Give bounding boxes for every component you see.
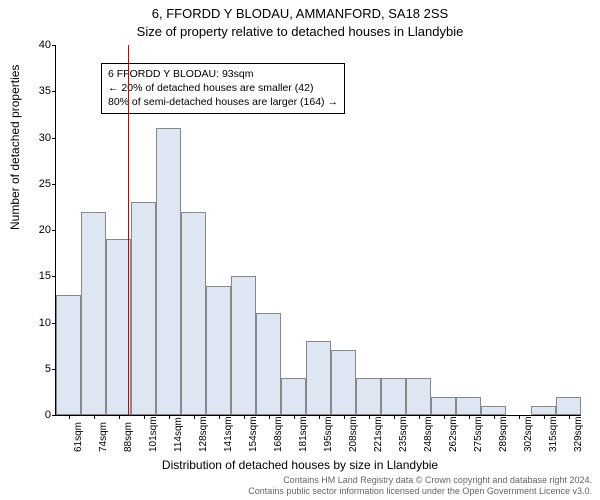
histogram-bar xyxy=(356,378,381,415)
y-tick-label: 40 xyxy=(26,39,51,51)
histogram-bar xyxy=(431,397,456,416)
y-tick-label: 5 xyxy=(26,363,51,375)
x-tick-mark xyxy=(169,415,170,419)
x-tick-label: 235sqm xyxy=(398,416,409,452)
x-tick-mark xyxy=(269,415,270,419)
x-tick-label: 262sqm xyxy=(448,416,459,452)
histogram-bar xyxy=(181,212,206,416)
title-subtitle: Size of property relative to detached ho… xyxy=(0,24,600,39)
y-tick-mark xyxy=(52,91,56,92)
y-tick-mark xyxy=(52,230,56,231)
annotation-line2: ← 20% of detached houses are smaller (42… xyxy=(108,81,338,95)
x-tick-label: 315sqm xyxy=(548,416,559,452)
reference-line xyxy=(128,45,129,415)
y-tick-mark xyxy=(52,45,56,46)
histogram-bar xyxy=(156,128,181,415)
x-tick-mark xyxy=(294,415,295,419)
histogram-bar xyxy=(131,202,156,415)
histogram-bar xyxy=(406,378,431,415)
y-tick-label: 10 xyxy=(26,317,51,329)
x-tick-label: 101sqm xyxy=(148,416,159,452)
x-tick-label: 248sqm xyxy=(423,416,434,452)
x-tick-label: 181sqm xyxy=(298,416,309,452)
x-tick-mark xyxy=(369,415,370,419)
histogram-bar xyxy=(556,397,581,416)
histogram-bar xyxy=(281,378,306,415)
x-tick-mark xyxy=(144,415,145,419)
x-tick-mark xyxy=(469,415,470,419)
x-tick-label: 168sqm xyxy=(273,416,284,452)
x-tick-label: 208sqm xyxy=(348,416,359,452)
x-tick-mark xyxy=(94,415,95,419)
annotation-box: 6 FFORDD Y BLODAU: 93sqm ← 20% of detach… xyxy=(101,63,345,114)
y-tick-mark xyxy=(52,184,56,185)
x-tick-mark xyxy=(344,415,345,419)
y-tick-label: 35 xyxy=(26,85,51,97)
y-tick-label: 0 xyxy=(26,409,51,421)
footer-attribution: Contains HM Land Registry data © Crown c… xyxy=(248,475,592,497)
x-tick-label: 302sqm xyxy=(523,416,534,452)
x-tick-mark xyxy=(494,415,495,419)
histogram-bar xyxy=(481,406,506,415)
x-tick-mark xyxy=(394,415,395,419)
histogram-bar xyxy=(231,276,256,415)
x-tick-label: 88sqm xyxy=(123,422,134,452)
footer-line1: Contains HM Land Registry data © Crown c… xyxy=(248,475,592,486)
histogram-bar xyxy=(531,406,556,415)
histogram-bar xyxy=(206,286,231,416)
x-tick-label: 128sqm xyxy=(198,416,209,452)
x-tick-label: 154sqm xyxy=(248,416,259,452)
footer-line2: Contains public sector information licen… xyxy=(248,486,592,497)
x-tick-label: 74sqm xyxy=(98,422,109,452)
title-address: 6, FFORDD Y BLODAU, AMMANFORD, SA18 2SS xyxy=(0,6,600,21)
x-tick-mark xyxy=(219,415,220,419)
x-tick-mark xyxy=(119,415,120,419)
x-tick-mark xyxy=(569,415,570,419)
histogram-bar xyxy=(456,397,481,416)
x-axis-label: Distribution of detached houses by size … xyxy=(0,458,600,472)
x-tick-mark xyxy=(544,415,545,419)
annotation-line3: 80% of semi-detached houses are larger (… xyxy=(108,95,338,109)
x-tick-mark xyxy=(319,415,320,419)
histogram-bar xyxy=(306,341,331,415)
histogram-bar xyxy=(81,212,106,416)
x-tick-mark xyxy=(519,415,520,419)
x-tick-label: 221sqm xyxy=(373,416,384,452)
plot-area: 6 FFORDD Y BLODAU: 93sqm ← 20% of detach… xyxy=(55,45,581,416)
x-tick-label: 141sqm xyxy=(223,416,234,452)
histogram-bar xyxy=(56,295,81,415)
y-tick-mark xyxy=(52,276,56,277)
x-tick-mark xyxy=(194,415,195,419)
y-tick-mark xyxy=(52,138,56,139)
x-tick-label: 289sqm xyxy=(498,416,509,452)
x-tick-label: 275sqm xyxy=(473,416,484,452)
histogram-bar xyxy=(256,313,281,415)
y-tick-label: 25 xyxy=(26,178,51,190)
histogram-bar xyxy=(381,378,406,415)
chart-container: 6, FFORDD Y BLODAU, AMMANFORD, SA18 2SS … xyxy=(0,0,600,500)
y-tick-label: 20 xyxy=(26,224,51,236)
y-axis-label: Number of detached properties xyxy=(8,65,22,230)
x-tick-label: 61sqm xyxy=(73,422,84,452)
x-tick-mark xyxy=(69,415,70,419)
y-tick-mark xyxy=(52,415,56,416)
x-tick-label: 114sqm xyxy=(173,417,184,452)
y-tick-label: 30 xyxy=(26,132,51,144)
x-tick-mark xyxy=(444,415,445,419)
x-tick-label: 195sqm xyxy=(323,416,334,452)
x-tick-mark xyxy=(244,415,245,419)
histogram-bar xyxy=(331,350,356,415)
annotation-line1: 6 FFORDD Y BLODAU: 93sqm xyxy=(108,67,338,81)
y-tick-label: 15 xyxy=(26,270,51,282)
x-tick-label: 329sqm xyxy=(573,416,584,452)
x-tick-mark xyxy=(419,415,420,419)
